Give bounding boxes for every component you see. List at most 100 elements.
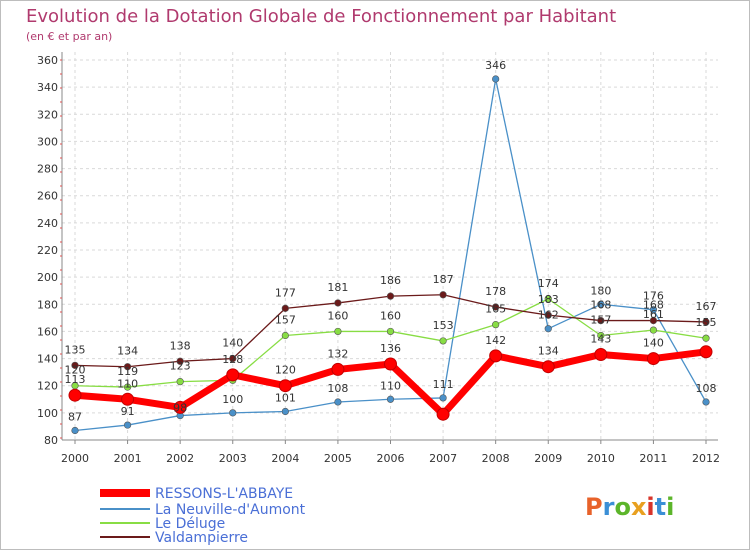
data-label: 160 <box>327 309 348 322</box>
data-label: 180 <box>590 284 611 297</box>
data-label: 167 <box>696 300 717 313</box>
data-point <box>386 292 395 300</box>
y-tick-label: 80 <box>44 434 58 447</box>
data-label: 108 <box>696 382 717 395</box>
data-label: 162 <box>538 309 559 322</box>
data-point <box>386 395 395 403</box>
y-tick-label: 220 <box>37 244 58 257</box>
data-point <box>229 409 237 417</box>
data-point <box>334 299 342 307</box>
data-point <box>492 75 500 83</box>
legend-label: Le Déluge <box>155 516 225 532</box>
x-tick-label: 2003 <box>219 452 247 465</box>
proxiti-logo: Proxiti <box>585 493 674 521</box>
data-point <box>649 306 658 314</box>
data-point <box>173 400 187 414</box>
data-point <box>594 348 608 361</box>
data-label: 120 <box>65 364 86 377</box>
data-point <box>384 357 397 371</box>
y-tick-label: 360 <box>37 54 58 67</box>
logo-letter: r <box>603 493 615 521</box>
data-label: 142 <box>485 334 506 347</box>
logo-letter: o <box>614 493 631 521</box>
data-label: 157 <box>275 314 296 327</box>
x-tick-label: 2001 <box>114 452 142 465</box>
data-label: 160 <box>380 309 401 322</box>
data-point <box>123 421 132 429</box>
data-point <box>699 345 713 359</box>
y-tick-label: 180 <box>37 298 58 311</box>
x-tick-label: 2000 <box>61 452 89 465</box>
data-point <box>71 361 79 369</box>
y-tick-label: 320 <box>37 108 58 121</box>
data-label: 110 <box>380 379 401 392</box>
data-point <box>334 327 342 336</box>
data-point <box>649 316 658 325</box>
data-label: 87 <box>68 411 82 424</box>
data-label: 113 <box>65 373 86 386</box>
data-point <box>439 291 447 299</box>
x-tick-label: 2011 <box>639 452 667 465</box>
x-tick-label: 2005 <box>324 452 352 465</box>
data-labels: 113 110 128 120 132 136 142 134 143 140 87 91 100 101… <box>65 59 717 424</box>
x-tick-label: 2009 <box>534 452 562 465</box>
data-point <box>229 354 237 363</box>
data-label: 101 <box>275 392 296 405</box>
data-label: 153 <box>433 319 454 332</box>
data-point <box>436 407 450 421</box>
data-point <box>489 349 503 363</box>
data-point <box>544 325 552 333</box>
logo-letter: x <box>631 493 647 521</box>
x-tick-label: 2004 <box>271 452 299 465</box>
y-tick-label: 100 <box>37 407 58 420</box>
data-point <box>123 383 132 391</box>
data-label: 157 <box>590 314 611 327</box>
data-point <box>68 388 82 402</box>
data-point <box>386 327 395 336</box>
data-label: 132 <box>327 347 348 360</box>
data-point <box>439 337 447 345</box>
data-point <box>544 311 552 319</box>
data-point <box>597 316 605 325</box>
data-point <box>281 407 289 416</box>
data-point <box>331 362 345 376</box>
x-tick-label: 2010 <box>587 452 615 465</box>
x-tick-label: 2002 <box>166 452 194 465</box>
data-point <box>541 360 555 374</box>
data-point <box>702 318 710 326</box>
legend-label: Valdampierre <box>155 530 248 546</box>
chart-title: Evolution de la Dotation Globale de Fonc… <box>26 6 616 27</box>
data-point <box>281 331 289 340</box>
data-label: 111 <box>433 378 454 391</box>
data-point <box>121 392 135 406</box>
data-label: 110 <box>117 377 138 390</box>
data-label: 168 <box>643 299 664 312</box>
data-point <box>281 304 289 312</box>
logo-letter: i <box>646 493 654 521</box>
data-label: 174 <box>538 277 559 290</box>
series-layer <box>68 75 713 435</box>
x-tick-label: 2012 <box>692 452 720 465</box>
data-label: 135 <box>65 343 86 356</box>
y-tick-label: 340 <box>37 81 58 94</box>
data-label: 120 <box>275 364 296 377</box>
data-label: 183 <box>538 293 559 306</box>
x-tick-label: 2007 <box>429 452 457 465</box>
data-point <box>176 357 184 365</box>
data-point <box>334 398 342 406</box>
data-label: 168 <box>590 299 611 312</box>
data-point <box>702 334 710 342</box>
logo-letter: t <box>655 493 666 521</box>
data-label: 346 <box>485 59 506 72</box>
logo-letter: i <box>666 493 674 521</box>
data-label: 100 <box>222 393 243 406</box>
data-label: 140 <box>643 337 664 350</box>
y-tick-label: 200 <box>37 271 58 284</box>
y-tick-label: 300 <box>37 135 58 148</box>
data-label: 128 <box>222 353 243 366</box>
logo-letter: P <box>585 493 603 521</box>
data-label: 143 <box>590 333 611 346</box>
y-tick-label: 120 <box>37 380 58 393</box>
data-point <box>226 368 240 382</box>
data-point <box>439 394 447 402</box>
